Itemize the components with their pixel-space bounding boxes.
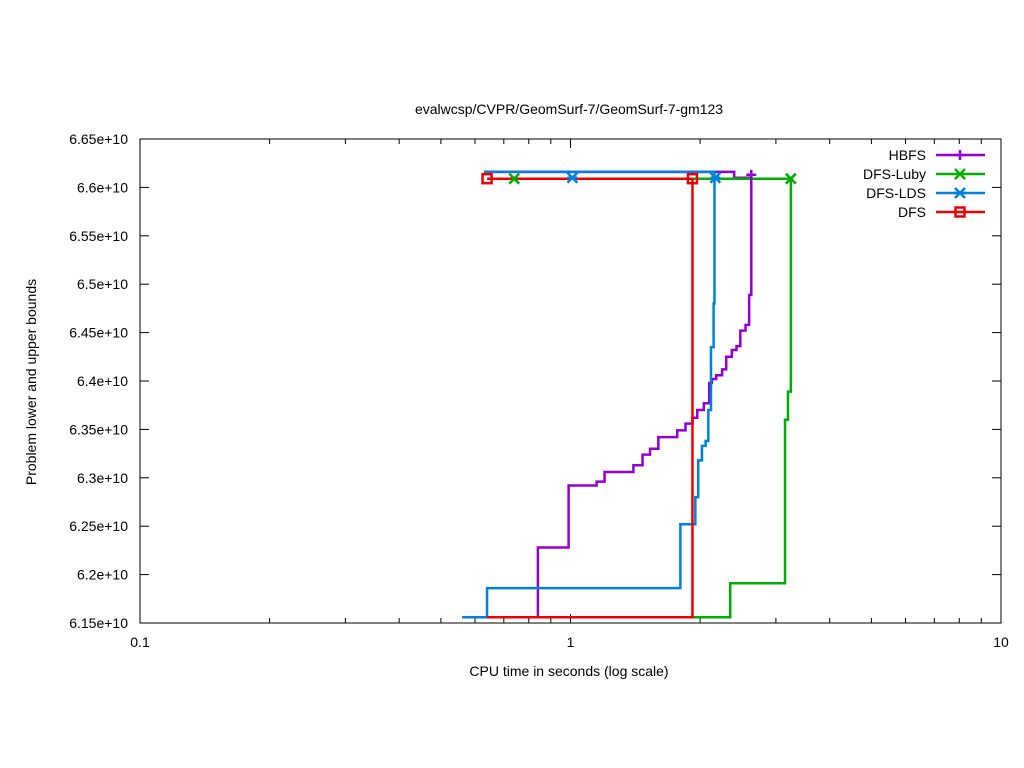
series-dfs-lds-lower-bound-line xyxy=(462,178,716,619)
y-tick-label: 6.2e+10 xyxy=(77,567,128,583)
y-tick-label: 6.3e+10 xyxy=(77,470,128,486)
legend-swatch-marker xyxy=(954,206,966,218)
series-dfs-luby-point-marker xyxy=(784,172,797,185)
series-hbfs-lower-bound-line xyxy=(536,174,753,618)
x-tick-label: 0.1 xyxy=(130,634,150,650)
y-axis-label: Problem lower and upper bounds xyxy=(23,279,39,485)
y-tick-label: 6.4e+10 xyxy=(77,373,128,389)
y-axis: 6.15e+10 6.2e+10 6.25e+10 6.3e+10 6.35e+10 6.… xyxy=(69,131,1001,631)
legend-label: DFS-Luby xyxy=(863,166,926,182)
y-tick-label: 6.65e+10 xyxy=(69,131,128,147)
legend-label: DFS-LDS xyxy=(866,185,926,201)
legend-item-dfs-lds: DFS-LDS xyxy=(866,185,985,201)
series-dfs-lds-point-marker xyxy=(709,171,722,184)
y-tick-label: 6.5e+10 xyxy=(77,276,128,292)
series-dfs-luby-point-marker xyxy=(508,172,521,185)
series-dfs-point-marker xyxy=(481,172,493,185)
legend-swatch-marker xyxy=(954,168,966,180)
series-layer xyxy=(462,169,797,619)
y-tick-label: 6.45e+10 xyxy=(69,325,128,341)
legend-item-hbfs: HBFS xyxy=(889,147,985,163)
x-tick-label: 10 xyxy=(993,634,1009,650)
x-axis-label: CPU time in seconds (log scale) xyxy=(469,663,668,679)
legend-swatch-marker xyxy=(955,150,965,160)
legend-label: DFS xyxy=(898,204,926,220)
x-axis: 0.1 1 10 xyxy=(130,139,1009,650)
series-dfs-point-marker xyxy=(686,172,699,185)
y-tick-label: 6.25e+10 xyxy=(69,518,128,534)
y-tick-label: 6.15e+10 xyxy=(69,615,128,631)
plot-area xyxy=(139,138,1002,624)
legend-swatch-marker xyxy=(954,187,966,199)
legend-item-dfs: DFS xyxy=(898,204,985,220)
y-tick-label: 6.35e+10 xyxy=(69,421,128,437)
chart-title: evalwcsp/CVPR/GeomSurf-7/GeomSurf-7-gm12… xyxy=(415,101,723,117)
x-tick-label: 1 xyxy=(567,634,575,650)
series-hbfs-point-marker xyxy=(746,169,757,180)
series-dfs-luby-lower-bound-line xyxy=(690,178,793,619)
y-tick-label: 6.55e+10 xyxy=(69,228,128,244)
legend-label: HBFS xyxy=(889,147,926,163)
y-tick-label: 6.6e+10 xyxy=(77,179,128,195)
plot-border xyxy=(139,138,1002,624)
series-dfs-lower-bound-line xyxy=(487,178,694,619)
legend-item-dfs-luby: DFS-Luby xyxy=(863,166,985,182)
legend: HBFS DFS-Luby DFS-LDS DFS xyxy=(863,147,985,220)
series-dfs-lds-point-marker xyxy=(566,171,579,184)
